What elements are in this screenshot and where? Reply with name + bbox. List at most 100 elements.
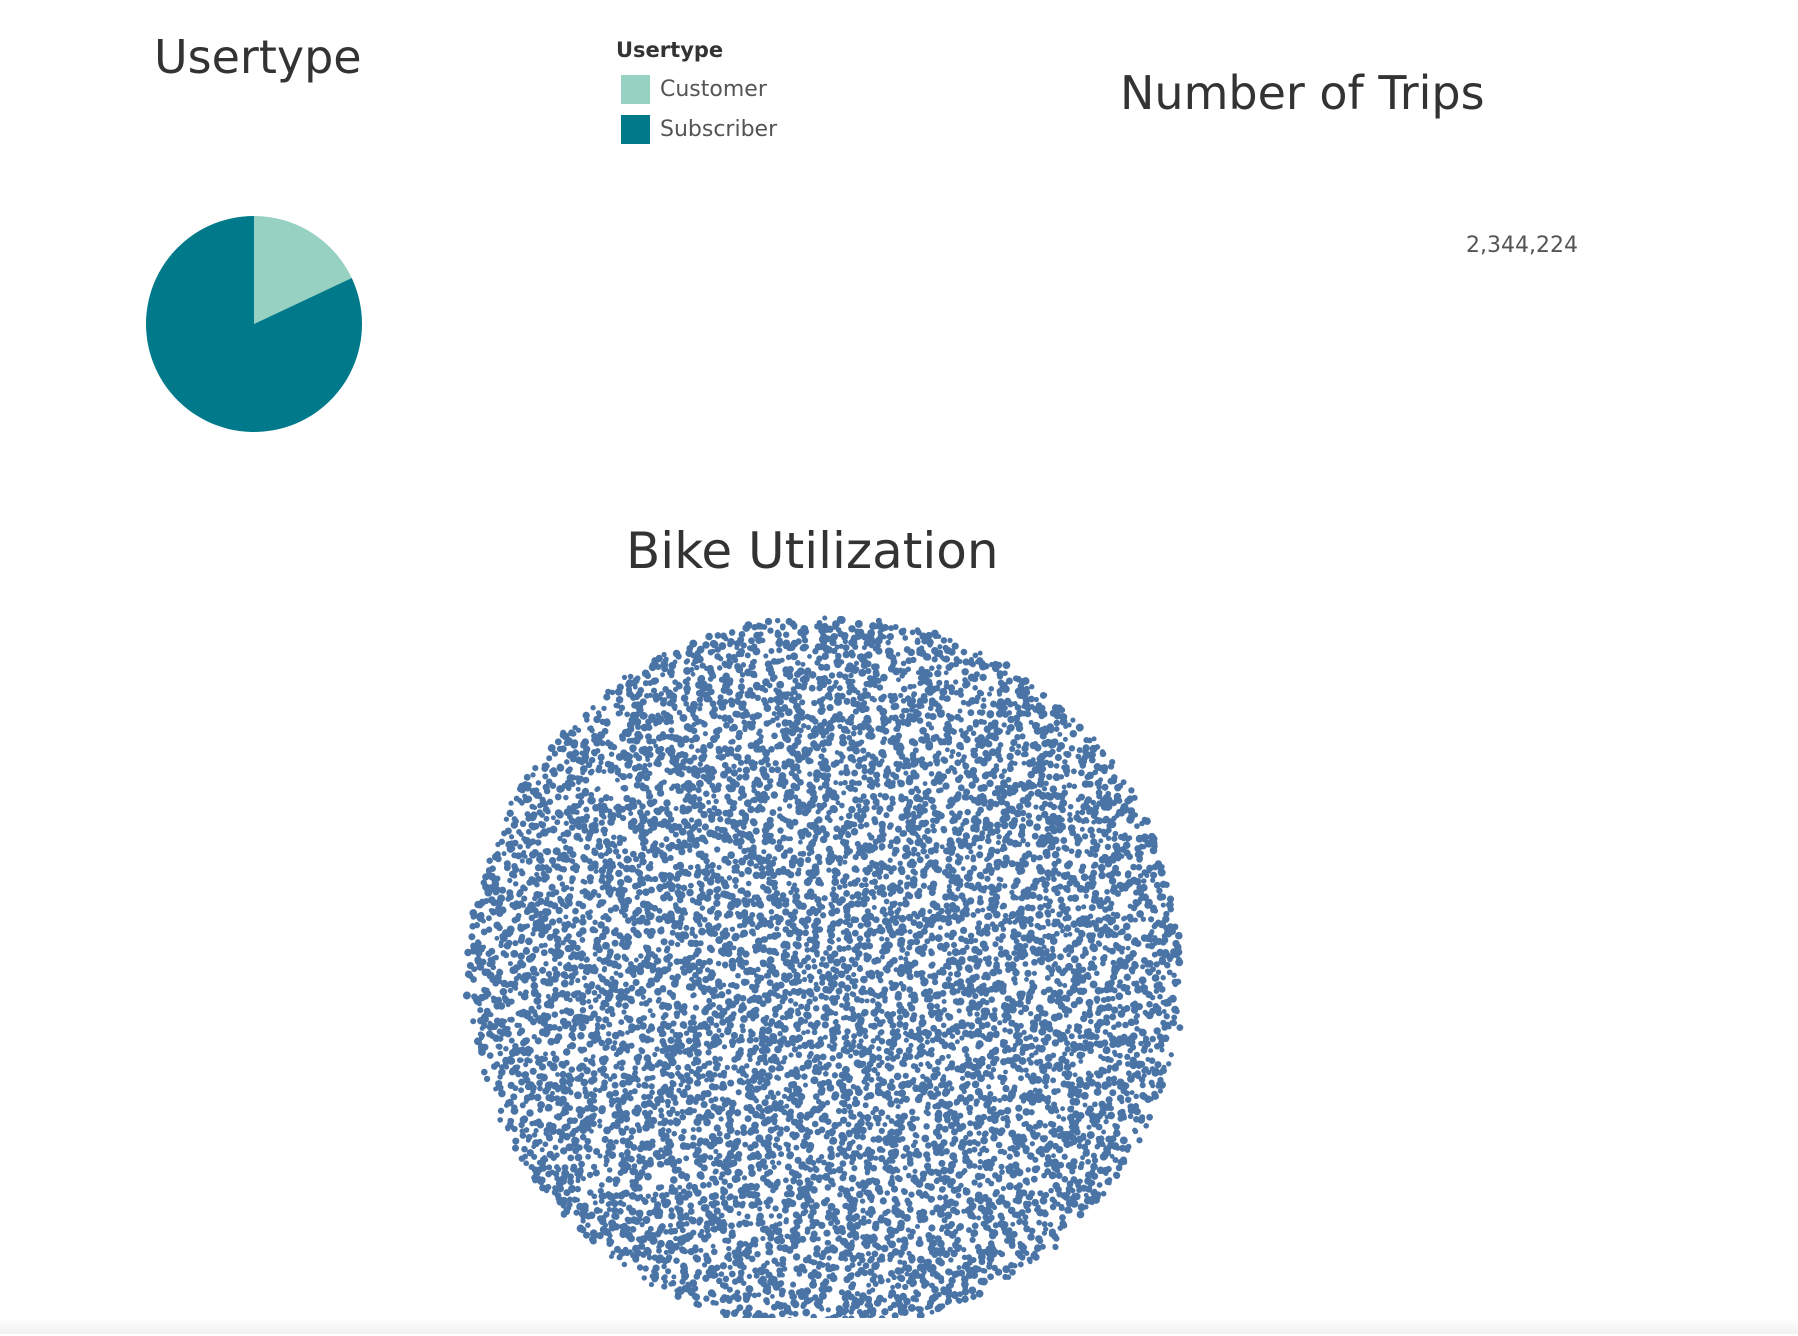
bike-mark	[926, 988, 934, 995]
bike-mark	[766, 933, 773, 940]
bike-mark	[635, 1059, 641, 1066]
pie-slice-customer[interactable]	[254, 216, 352, 324]
bike-mark	[771, 732, 778, 740]
bike-mark	[645, 920, 651, 926]
bike-mark	[940, 1022, 947, 1029]
bike-mark	[667, 1036, 675, 1044]
bike-mark	[764, 1094, 771, 1100]
bike-mark	[628, 864, 636, 873]
bike-mark	[630, 850, 637, 858]
bike-mark	[754, 776, 760, 782]
bike-mark	[698, 927, 707, 936]
bike-mark	[719, 1032, 725, 1038]
bike-mark	[939, 989, 947, 997]
bike-mark	[761, 992, 768, 999]
bike-mark	[795, 1051, 803, 1059]
bike-mark	[1064, 1040, 1071, 1047]
bike-mark	[765, 1039, 774, 1047]
bike-mark	[954, 1029, 961, 1036]
bike-mark	[978, 873, 985, 880]
bike-mark	[711, 805, 718, 811]
bike-mark	[924, 938, 931, 945]
bike-marks	[462, 615, 1184, 1333]
bike-mark	[881, 793, 890, 801]
bike-mark	[961, 754, 967, 760]
bike-mark	[811, 863, 820, 871]
bike-mark	[610, 1044, 617, 1052]
bike-mark	[1022, 961, 1029, 967]
bike-mark	[826, 974, 834, 983]
bike-mark	[622, 1002, 629, 1010]
bike-mark	[778, 1151, 785, 1158]
bike-mark	[840, 1015, 846, 1021]
bike-mark	[570, 991, 578, 999]
bike-mark	[618, 1019, 625, 1026]
bike-mark	[972, 1163, 978, 1169]
bike-mark	[769, 915, 775, 921]
bike-mark	[758, 759, 765, 766]
bike-mark	[807, 771, 813, 777]
bike-mark	[613, 1063, 620, 1070]
bike-mark	[984, 913, 991, 920]
bike-mark	[686, 1182, 693, 1188]
bike-mark	[744, 1115, 752, 1123]
bike-mark	[835, 1062, 843, 1070]
pie-slice-subscriber[interactable]	[146, 216, 362, 432]
bike-mark	[972, 993, 979, 1000]
bike-mark	[811, 958, 817, 964]
bike-mark	[734, 1176, 741, 1183]
bike-mark	[839, 733, 847, 742]
bike-mark	[1025, 812, 1033, 819]
bike-mark	[660, 1136, 666, 1142]
bike-mark	[895, 1168, 901, 1174]
bike-mark	[956, 964, 963, 972]
bike-mark	[687, 864, 694, 871]
legend-item-customer[interactable]: Customer	[621, 71, 777, 107]
bike-mark	[866, 1218, 872, 1225]
bike-mark	[701, 916, 708, 923]
bike-mark	[994, 848, 1001, 855]
bike-mark	[946, 913, 953, 921]
bike-mark	[984, 875, 991, 882]
bike-mark	[888, 1015, 894, 1021]
bike-mark	[615, 1001, 623, 1008]
bike-mark	[760, 790, 768, 799]
bike-mark	[640, 1100, 649, 1109]
bike-mark	[775, 1065, 782, 1072]
legend-item-subscriber[interactable]: Subscriber	[621, 111, 777, 147]
bike-mark	[673, 1000, 682, 1009]
bike-mark	[946, 1166, 955, 1175]
bike-mark	[683, 924, 690, 931]
bike-mark	[794, 736, 800, 742]
bike-mark	[716, 864, 722, 870]
bike-mark	[1022, 942, 1029, 949]
bike-mark	[1038, 1045, 1046, 1053]
bike-mark	[783, 1177, 789, 1184]
bike-mark	[863, 821, 870, 828]
bike-mark	[660, 894, 668, 902]
bike-mark	[925, 1110, 931, 1117]
bike-mark	[949, 749, 956, 755]
bike-mark	[875, 1121, 881, 1127]
bike-mark	[871, 1067, 878, 1074]
bike-mark	[823, 994, 830, 1001]
bike-mark	[850, 1139, 856, 1145]
bike-mark	[713, 1022, 720, 1029]
bike-mark	[650, 1012, 656, 1019]
bike-mark	[901, 899, 910, 908]
bike-mark	[724, 817, 732, 825]
bike-mark	[706, 944, 714, 952]
bike-mark	[1063, 924, 1072, 932]
bike-mark	[953, 970, 962, 978]
bike-mark	[641, 1081, 649, 1089]
bike-mark	[982, 884, 989, 891]
bike-mark	[724, 1026, 732, 1034]
bike-mark	[976, 1118, 985, 1126]
bike-mark	[980, 907, 986, 913]
bike-mark	[750, 1016, 756, 1022]
bike-mark	[807, 1021, 814, 1028]
bike-mark	[658, 1130, 666, 1138]
bike-mark	[1017, 993, 1025, 1001]
bike-mark	[781, 760, 787, 766]
bike-mark	[749, 911, 756, 918]
